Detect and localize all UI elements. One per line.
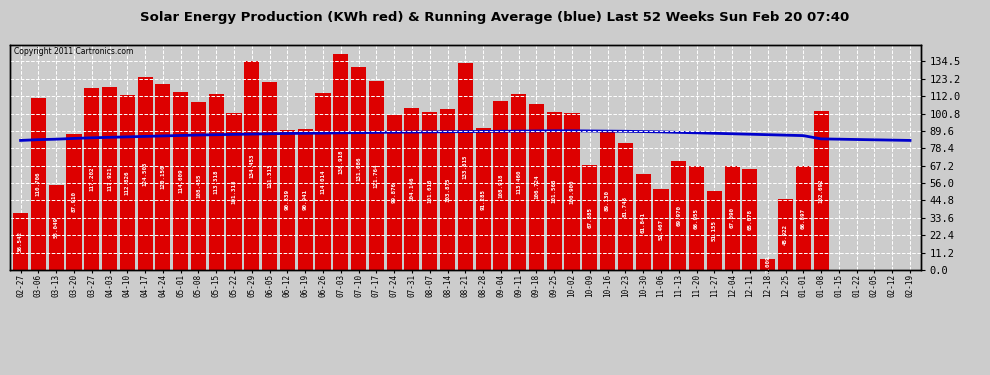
Text: 138.918: 138.918 — [339, 150, 344, 174]
Text: 90.941: 90.941 — [303, 189, 308, 210]
Text: 134.453: 134.453 — [249, 153, 254, 178]
Text: 87.910: 87.910 — [71, 191, 76, 212]
Bar — [796, 166, 811, 270]
Text: Copyright 2011 Cartronics.com: Copyright 2011 Cartronics.com — [15, 47, 134, 56]
Text: 61.841: 61.841 — [641, 211, 645, 232]
Text: 7.009: 7.009 — [765, 256, 770, 273]
Bar — [209, 94, 224, 270]
Text: 131.086: 131.086 — [356, 156, 361, 180]
Bar — [13, 213, 28, 270]
Bar — [227, 113, 242, 270]
Bar — [457, 63, 473, 270]
Text: 66.897: 66.897 — [801, 208, 806, 229]
Text: 81.748: 81.748 — [623, 196, 628, 217]
Bar — [778, 199, 793, 270]
Text: 45.922: 45.922 — [783, 224, 788, 245]
Text: 108.455: 108.455 — [196, 174, 201, 198]
Bar — [280, 130, 295, 270]
Text: 66.955: 66.955 — [694, 207, 699, 228]
Text: 117.202: 117.202 — [89, 167, 94, 191]
Bar — [671, 161, 686, 270]
Bar — [564, 113, 579, 270]
Text: 36.542: 36.542 — [18, 231, 23, 252]
Text: 120.150: 120.150 — [160, 165, 165, 189]
Bar — [493, 101, 509, 270]
Bar — [191, 102, 206, 270]
Text: 103.875: 103.875 — [446, 177, 450, 202]
Bar — [173, 92, 188, 270]
Bar — [155, 84, 170, 270]
Bar — [600, 132, 615, 270]
Bar — [334, 54, 348, 270]
Bar — [386, 115, 402, 270]
Bar — [102, 87, 117, 270]
Bar — [440, 109, 455, 270]
Bar — [814, 111, 829, 270]
Text: 51.155: 51.155 — [712, 220, 717, 241]
Bar — [760, 259, 775, 270]
Text: 101.318: 101.318 — [232, 179, 237, 204]
Bar — [636, 174, 650, 270]
Bar — [404, 108, 420, 270]
Text: 112.826: 112.826 — [125, 170, 130, 195]
Text: 114.014: 114.014 — [321, 169, 326, 194]
Bar — [66, 134, 81, 270]
Bar — [84, 88, 99, 270]
Bar — [653, 189, 668, 270]
Text: 117.921: 117.921 — [107, 166, 112, 191]
Bar — [725, 166, 740, 270]
Text: 124.505: 124.505 — [143, 161, 148, 186]
Bar — [529, 104, 545, 270]
Bar — [369, 81, 384, 270]
Bar — [618, 143, 633, 270]
Bar — [120, 95, 135, 270]
Bar — [245, 62, 259, 270]
Bar — [742, 169, 757, 270]
Text: 110.706: 110.706 — [36, 172, 41, 196]
Bar — [138, 77, 152, 270]
Bar — [582, 165, 597, 270]
Text: 91.285: 91.285 — [480, 189, 485, 210]
Text: 113.460: 113.460 — [516, 170, 521, 194]
Text: 55.049: 55.049 — [53, 217, 58, 238]
Bar — [422, 112, 438, 270]
Text: 102.692: 102.692 — [819, 178, 824, 203]
Bar — [546, 112, 561, 270]
Text: 69.970: 69.970 — [676, 205, 681, 226]
Text: 67.090: 67.090 — [730, 207, 735, 228]
Text: 113.318: 113.318 — [214, 170, 219, 194]
Text: 89.130: 89.130 — [605, 190, 610, 211]
Text: 121.313: 121.313 — [267, 164, 272, 188]
Bar — [475, 128, 491, 270]
Text: 101.563: 101.563 — [551, 179, 556, 204]
Text: 90.339: 90.339 — [285, 189, 290, 210]
Text: 101.613: 101.613 — [428, 179, 433, 203]
Text: 106.724: 106.724 — [534, 175, 539, 200]
Text: 121.764: 121.764 — [374, 163, 379, 188]
Text: 52.467: 52.467 — [658, 219, 663, 240]
Text: 67.885: 67.885 — [587, 207, 592, 228]
Text: Solar Energy Production (KWh red) & Running Average (blue) Last 52 Weeks Sun Feb: Solar Energy Production (KWh red) & Runn… — [141, 11, 849, 24]
Bar — [707, 190, 722, 270]
Bar — [351, 67, 366, 270]
Bar — [31, 98, 46, 270]
Bar — [262, 82, 277, 270]
Bar — [298, 129, 313, 270]
Text: 108.918: 108.918 — [498, 173, 503, 198]
Text: 65.078: 65.078 — [747, 209, 752, 230]
Text: 133.615: 133.615 — [462, 154, 468, 178]
Bar — [49, 184, 63, 270]
Bar — [511, 94, 527, 270]
Text: 114.609: 114.609 — [178, 169, 183, 194]
Bar — [689, 166, 704, 270]
Text: 99.876: 99.876 — [392, 182, 397, 203]
Text: 100.900: 100.900 — [569, 180, 574, 204]
Text: 104.146: 104.146 — [410, 177, 415, 201]
Bar — [316, 93, 331, 270]
